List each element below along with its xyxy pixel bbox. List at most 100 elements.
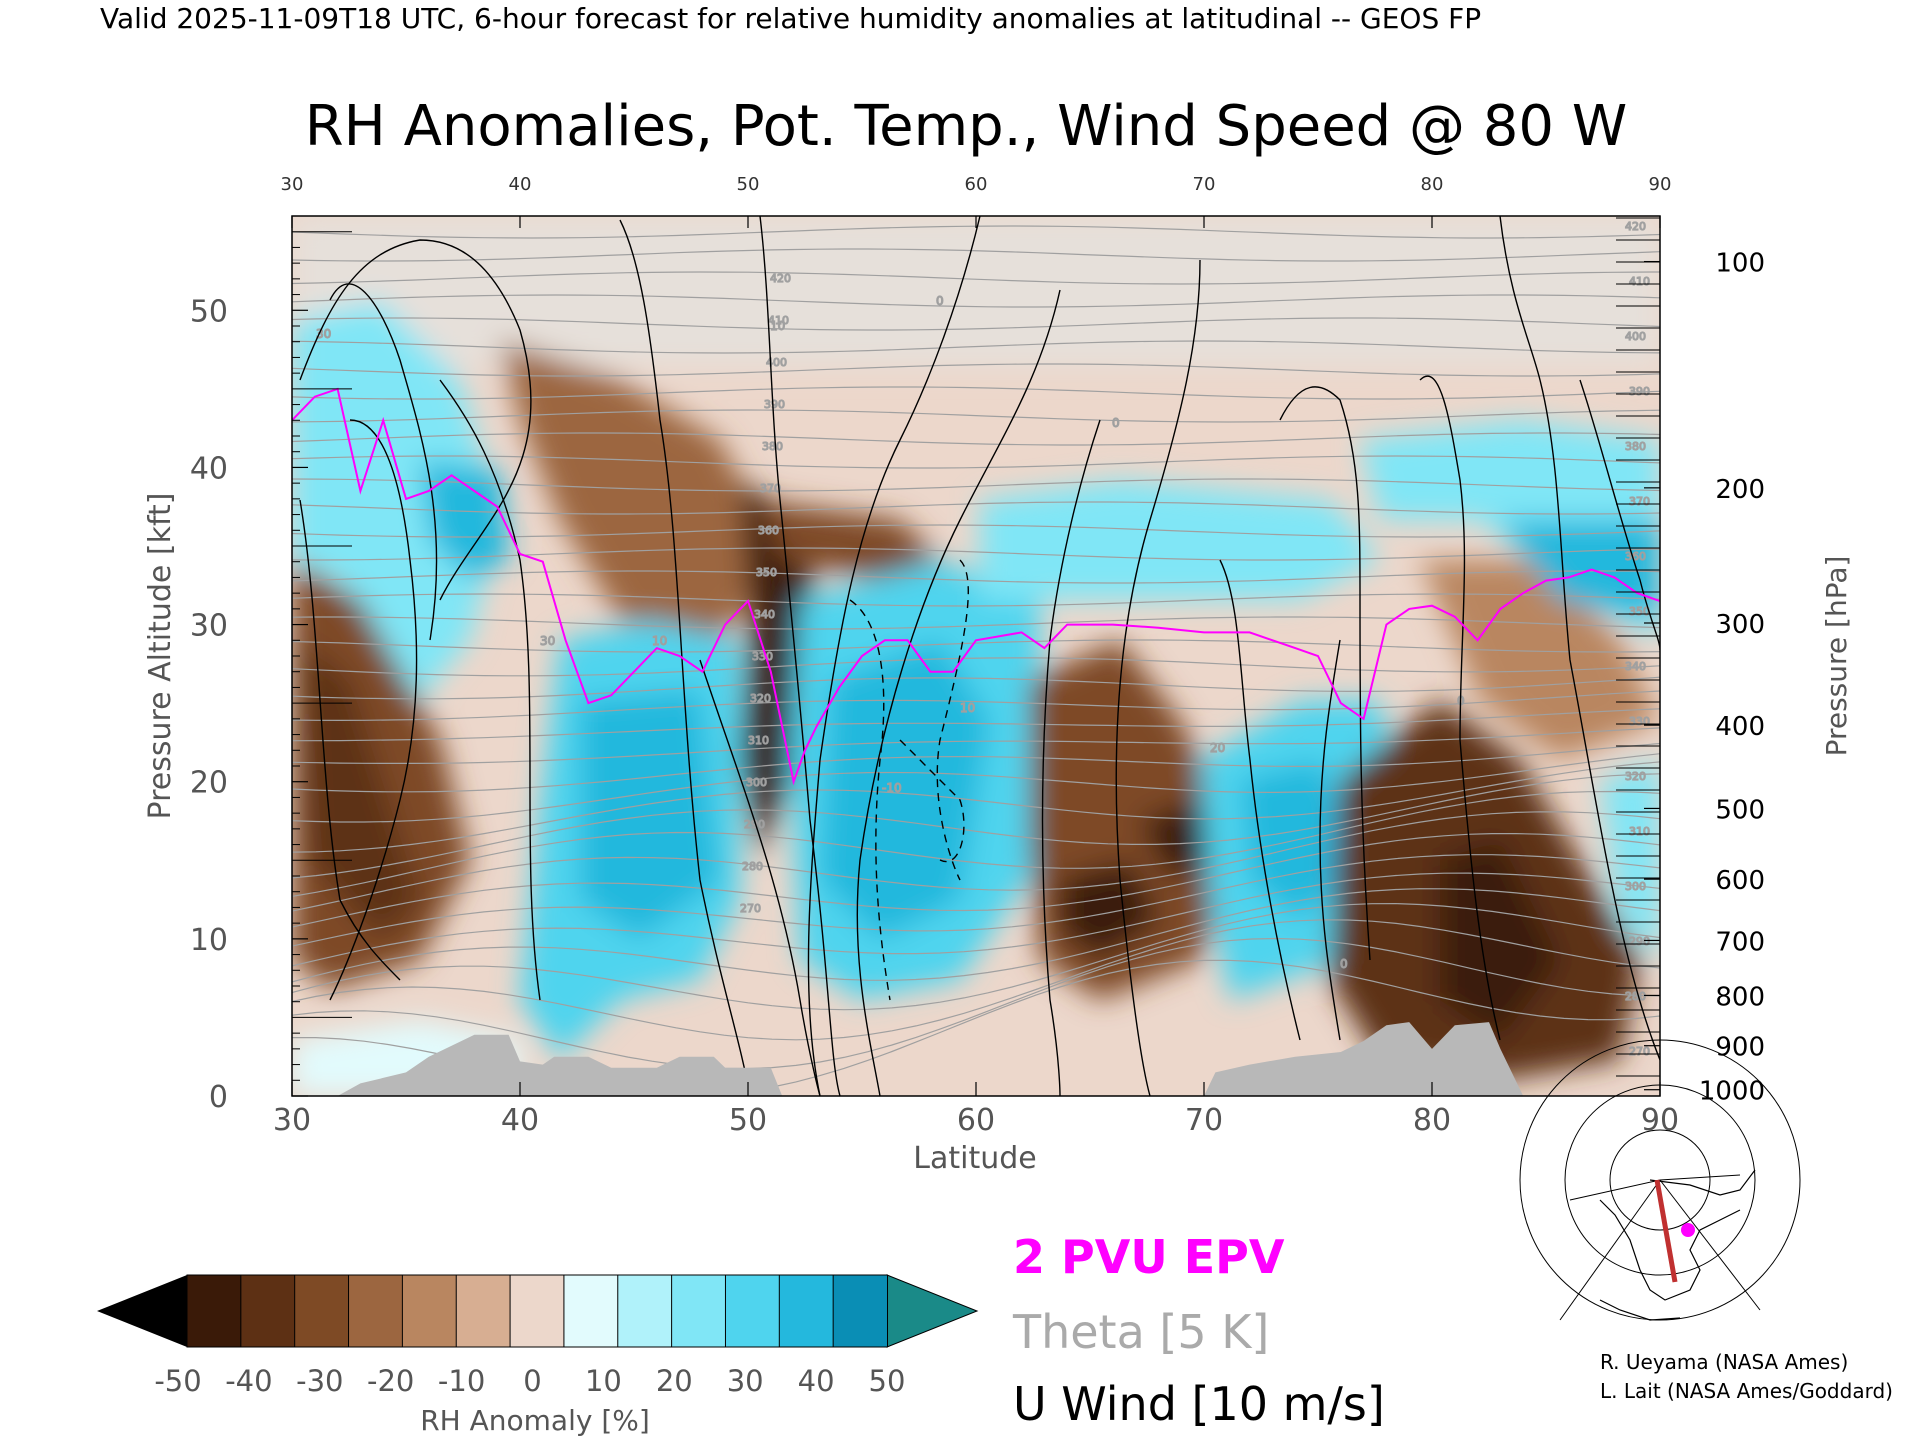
u-wind-contour xyxy=(329,419,418,1001)
theta-label: 420 xyxy=(770,272,791,285)
y-tick-label: 50 xyxy=(190,294,228,329)
theta-contour xyxy=(292,773,1660,879)
theta-contour xyxy=(292,937,1660,1070)
colorbar-swatch xyxy=(401,1274,458,1348)
theta-contour xyxy=(292,340,1660,354)
theta-label: 390 xyxy=(1629,385,1650,398)
y-tick-label: 40 xyxy=(190,451,228,486)
colorbar-swatch xyxy=(240,1274,296,1348)
pressure-tick-label: 400 xyxy=(1715,712,1765,742)
theta-label: 400 xyxy=(1625,330,1646,343)
u-wind-contour xyxy=(699,659,821,1096)
colorbar-swatch xyxy=(671,1274,727,1348)
pressure-axis-label: Pressure [hPa] xyxy=(1820,556,1853,757)
pressure-tick-label: 600 xyxy=(1715,866,1765,896)
u-wind-contour xyxy=(1419,375,1501,1041)
colorbar-swatch xyxy=(724,1274,781,1348)
colorbar-over-arrow xyxy=(886,1274,979,1348)
colorbar-swatch xyxy=(509,1274,565,1348)
credit-line-1: R. Ueyama (NASA Ames) xyxy=(1600,1350,1848,1374)
pressure-tick-label: 100 xyxy=(1715,249,1765,279)
y-tick-label: 10 xyxy=(190,923,228,958)
theta-contour xyxy=(292,455,1660,469)
top-tick-label: 40 xyxy=(509,174,532,195)
theta-label: 290 xyxy=(744,818,765,831)
top-tick-label: 90 xyxy=(1649,174,1672,195)
y-tick-label: 20 xyxy=(190,766,228,801)
locator-map xyxy=(1519,1039,1801,1325)
colorbar-tick-label: 10 xyxy=(585,1364,622,1398)
top-tick-label: 30 xyxy=(281,174,304,195)
valid-time-line: Valid 2025-11-09T18 UTC, 6-hour forecast… xyxy=(100,2,1481,35)
top-tick-label: 60 xyxy=(965,174,988,195)
theta-label: 350 xyxy=(1629,605,1650,618)
theta-contour xyxy=(292,657,1660,677)
theta-label: 310 xyxy=(1629,825,1650,838)
u-wind-contour xyxy=(1115,259,1201,1096)
x-tick-label: 80 xyxy=(1413,1103,1451,1138)
theta-label: 270 xyxy=(1629,1045,1650,1058)
theta-contour xyxy=(292,854,1660,947)
cross-section-marker xyxy=(1681,1223,1695,1237)
pressure-tick-label: 300 xyxy=(1715,610,1765,640)
u-wind-contour xyxy=(619,219,751,1096)
theta-contour xyxy=(292,570,1660,584)
theta-contour xyxy=(292,248,1660,262)
theta-contour xyxy=(292,690,1660,722)
cross-section-line xyxy=(1654,1179,1678,1283)
y-axis-label: Pressure Altitude [kft] xyxy=(143,493,178,820)
colorbar-tick-label: -30 xyxy=(296,1364,343,1398)
x-axis: 30 40 50 60 70 80 90 xyxy=(273,1082,1679,1138)
theta-label: 410 xyxy=(1629,275,1650,288)
theta-contour xyxy=(292,811,1660,912)
theta-contour xyxy=(292,478,1660,492)
pressure-tick-label: 800 xyxy=(1715,982,1765,1012)
u-wind-contour xyxy=(759,216,841,1096)
x-tick-label: 50 xyxy=(729,1103,767,1138)
u-wind-contour xyxy=(1319,639,1341,1041)
top-tick-label: 50 xyxy=(737,174,760,195)
colorbar-tick-label: -20 xyxy=(367,1364,414,1398)
theta-label: 300 xyxy=(746,776,767,789)
pressure-tick-label: 900 xyxy=(1715,1033,1765,1063)
colorbar-swatch xyxy=(455,1274,512,1348)
theta-contour xyxy=(292,742,1660,793)
theta-contour xyxy=(292,271,1660,285)
wind-label: 0 xyxy=(1112,416,1120,430)
colorbar-tick-label: 50 xyxy=(869,1364,906,1398)
wind-label: 10 xyxy=(960,701,975,715)
theta-contour xyxy=(292,593,1660,607)
colorbar-swatch xyxy=(186,1274,242,1348)
theta-label: 410 xyxy=(768,314,789,327)
u-wind-contour xyxy=(807,216,981,1096)
colorbar-swatch xyxy=(348,1274,404,1348)
legend-theta: Theta [5 K] xyxy=(1012,1305,1269,1359)
u-wind-contour xyxy=(1579,379,1660,651)
theta-contour xyxy=(292,294,1660,308)
theta-label: 360 xyxy=(1625,550,1646,563)
theta-contour xyxy=(292,919,1660,1041)
colorbar: -50 -40 -30 -20 -10 0 10 20 30 40 50 xyxy=(97,1274,979,1398)
top-tick-label: 80 xyxy=(1421,174,1444,195)
theta-label: 330 xyxy=(1629,715,1650,728)
theta-label: 300 xyxy=(1625,880,1646,893)
pressure-axis: 100 200 300 400 500 600 700 800 900 1000 xyxy=(1616,217,1765,1107)
theta-label: 340 xyxy=(754,608,775,621)
x-tick-label: 60 xyxy=(957,1103,995,1138)
theta-label: 370 xyxy=(1629,495,1650,508)
colorbar-tick-label: -40 xyxy=(225,1364,272,1398)
theta-contour xyxy=(292,501,1660,515)
wind-label: 30 xyxy=(316,327,331,341)
pressure-tick-label: 700 xyxy=(1715,927,1765,957)
theta-contour xyxy=(292,902,1660,1011)
u-wind-contour-negative xyxy=(936,559,969,881)
theta-label: 420 xyxy=(1625,220,1646,233)
wind-label: -10 xyxy=(882,781,902,795)
theta-label: 380 xyxy=(762,440,783,453)
theta-label: 370 xyxy=(760,482,781,495)
colorbar-swatch xyxy=(832,1274,889,1348)
colorbar-tick-label: -50 xyxy=(154,1364,201,1398)
theta-contour xyxy=(292,317,1660,331)
u-wind-contour xyxy=(299,499,401,981)
